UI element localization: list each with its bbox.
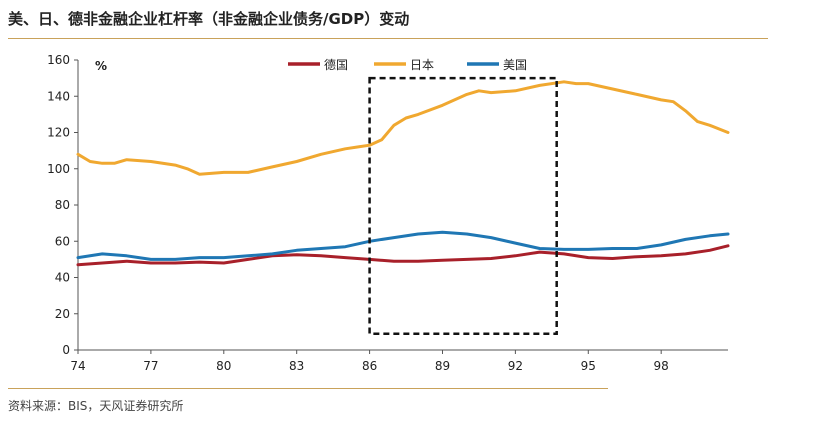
chart-title: 美、日、德非金融企业杠杆率（非金融企业债务/GDP）变动 <box>8 10 410 28</box>
y-tick-label: 80 <box>55 198 70 212</box>
x-tick-label: 77 <box>143 359 158 373</box>
legend-label: 美国 <box>503 58 527 72</box>
x-tick-label: 89 <box>435 359 450 373</box>
highlight-box <box>368 76 558 335</box>
y-tick-label: 100 <box>47 162 70 176</box>
y-tick-label: 60 <box>55 234 70 248</box>
line-chart: 0 20 40 60 80 100 120 140 160 74 77 80 83 86 89 92 95 98%… <box>47 53 730 373</box>
source-note: 资料来源：BIS，天风证券研究所 <box>8 399 184 413</box>
legend-label: 德国 <box>324 57 348 72</box>
y-tick-label: 40 <box>55 271 70 285</box>
title-divider <box>8 38 768 39</box>
x-tick-label: 74 <box>70 359 85 373</box>
y-tick-label: 0 <box>62 343 70 357</box>
x-tick-label: 95 <box>581 359 596 373</box>
x-tick-label: 86 <box>362 359 377 373</box>
series-line-0 <box>76 244 730 267</box>
y-tick-label: 20 <box>55 307 70 321</box>
y-tick-label: 140 <box>47 89 70 103</box>
x-tick-label: 83 <box>289 359 304 373</box>
x-tick-label: 80 <box>216 359 231 373</box>
y-axis-unit: % <box>95 59 107 73</box>
series-line-2 <box>76 230 730 261</box>
x-tick-label: 98 <box>654 359 669 373</box>
x-tick-label: 92 <box>508 359 523 373</box>
source-divider <box>8 388 608 389</box>
legend-label: 日本 <box>410 58 434 72</box>
series-line-1 <box>76 80 730 176</box>
y-tick-label: 160 <box>47 53 70 67</box>
y-tick-label: 120 <box>47 126 70 140</box>
